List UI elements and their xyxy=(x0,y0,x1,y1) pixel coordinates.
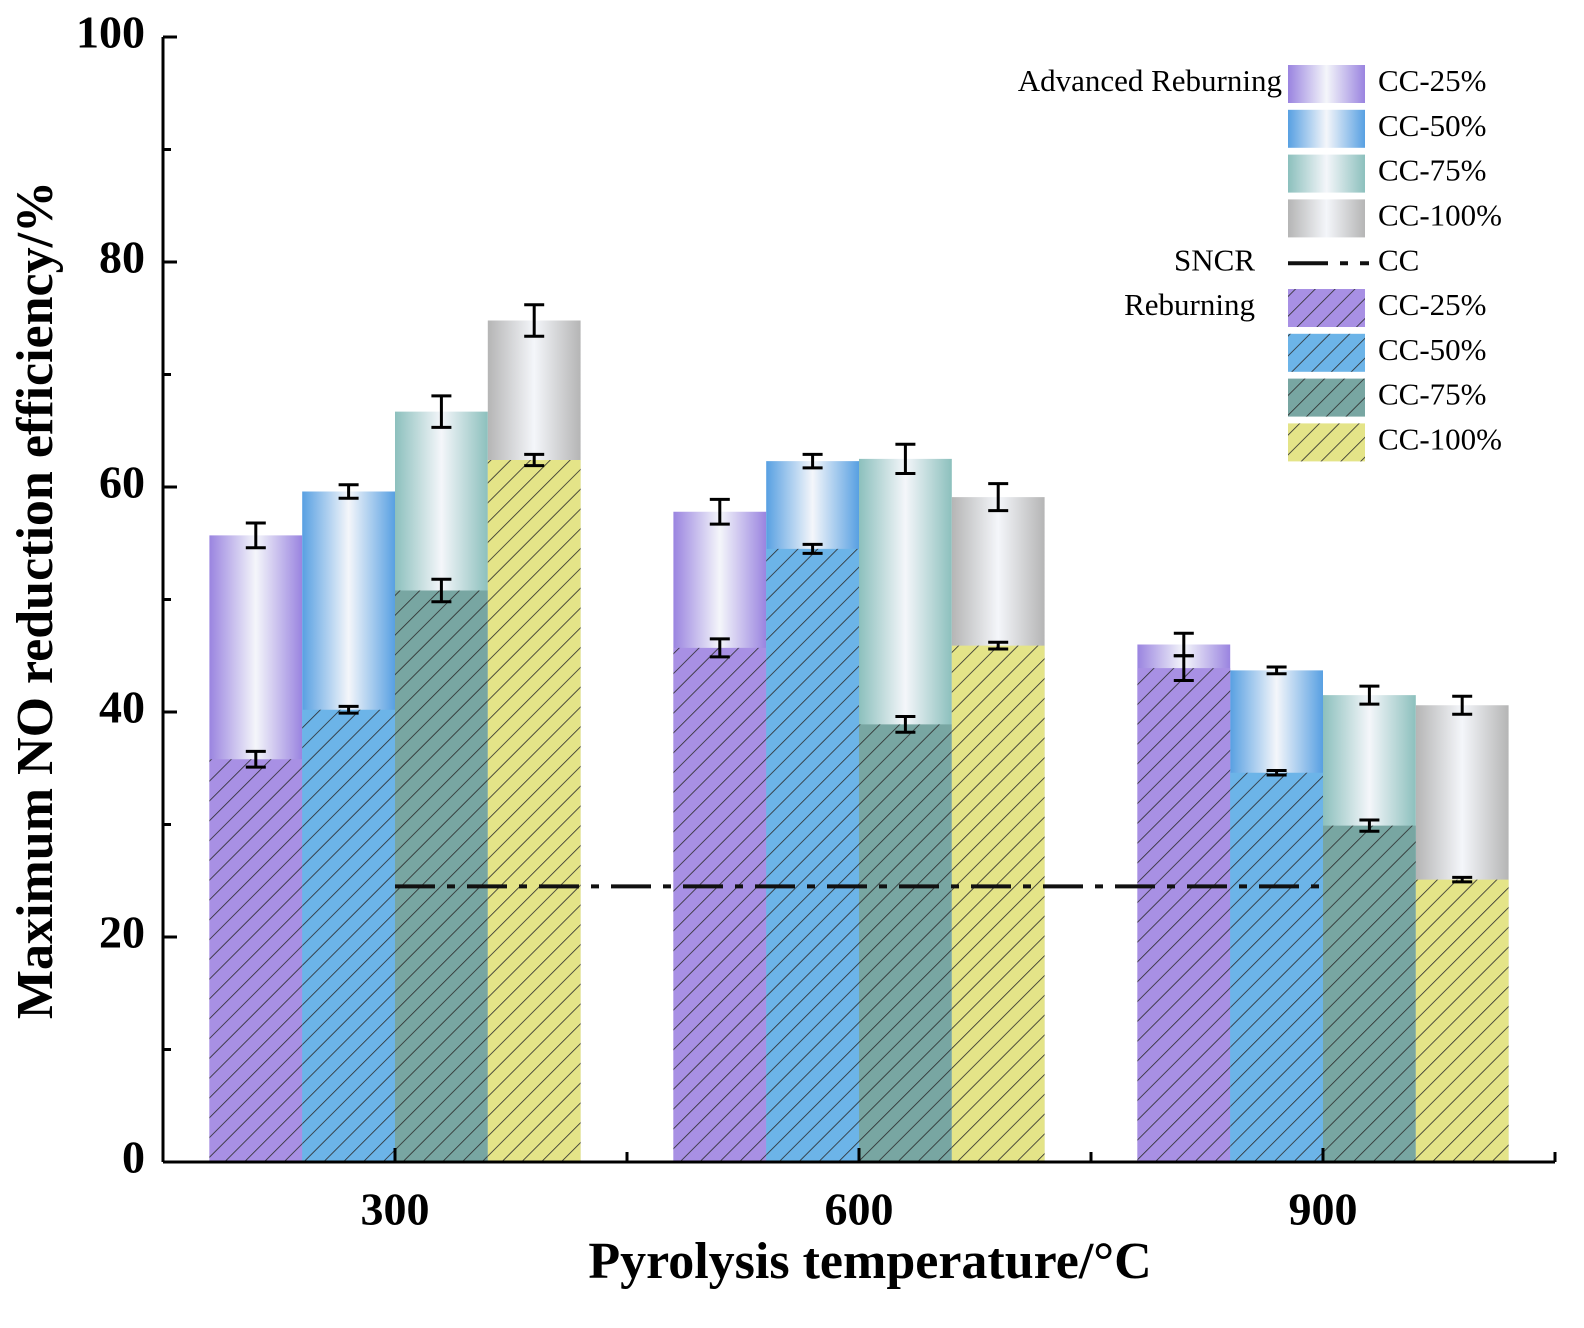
legend-swatch xyxy=(1288,199,1365,238)
legend-group-label: SNCR xyxy=(1174,242,1255,277)
error-bar xyxy=(895,442,916,475)
error-bar xyxy=(1266,769,1287,777)
error-bar xyxy=(709,497,730,526)
x-tick-label: 300 xyxy=(361,1184,430,1235)
error-bar xyxy=(524,452,545,468)
error-bar xyxy=(245,521,266,550)
y-tick-label: 80 xyxy=(99,232,145,283)
hatched-bar xyxy=(951,645,1045,1162)
error-bar xyxy=(1359,684,1380,706)
legend-label: CC-100% xyxy=(1378,422,1502,457)
legend-label: CC-100% xyxy=(1378,198,1502,233)
error-bar xyxy=(1173,654,1194,682)
x-tick-label: 900 xyxy=(1289,1184,1358,1235)
x-axis-title: Pyrolysis temperature/°C xyxy=(588,1233,1151,1290)
legend-swatch xyxy=(1288,65,1365,103)
error-bar xyxy=(895,715,916,734)
y-tick-label: 60 xyxy=(99,457,145,508)
error-bar xyxy=(1266,665,1287,676)
hatched-bar xyxy=(859,724,952,1162)
legend-label: CC-50% xyxy=(1378,108,1487,143)
error-bar xyxy=(802,452,823,470)
legend-group-label: Advanced Reburning xyxy=(1018,63,1282,98)
error-bar xyxy=(709,637,730,659)
hatched-bar xyxy=(487,460,581,1162)
hatched-bar xyxy=(302,709,395,1162)
error-bar xyxy=(988,640,1009,651)
error-bar xyxy=(245,749,266,769)
hatched-bar xyxy=(395,590,488,1162)
y-tick-label: 40 xyxy=(99,682,145,733)
hatched-bar xyxy=(209,759,303,1162)
legend-label: CC xyxy=(1378,242,1419,277)
legend-swatch xyxy=(1288,154,1365,193)
legend-label: CC-75% xyxy=(1378,377,1487,412)
y-tick-label: 20 xyxy=(99,907,145,958)
hatched-bar xyxy=(1137,668,1231,1162)
y-axis-title: Maximum NO reduction efficiency/% xyxy=(7,181,64,1019)
y-tick-label: 100 xyxy=(76,7,145,58)
legend-label: CC-75% xyxy=(1378,153,1487,188)
hatched-bar xyxy=(673,647,767,1162)
legend-label: CC-25% xyxy=(1378,63,1487,98)
hatched-bar xyxy=(1230,772,1323,1162)
hatched-bar xyxy=(1415,879,1509,1162)
error-bar xyxy=(338,483,359,500)
legend-group-label: Reburning xyxy=(1124,287,1255,322)
legend-swatch xyxy=(1288,109,1365,148)
error-bar xyxy=(1359,818,1380,833)
error-bar xyxy=(802,542,823,555)
error-bar xyxy=(431,394,452,429)
x-tick-label: 600 xyxy=(825,1184,894,1235)
legend-label: CC-50% xyxy=(1378,332,1487,367)
error-bar xyxy=(524,303,545,338)
error-bar xyxy=(988,482,1009,513)
error-bar xyxy=(1452,875,1473,884)
hatched-bar xyxy=(766,548,859,1162)
error-bar xyxy=(431,577,452,604)
hatched-bar xyxy=(1323,825,1416,1162)
y-tick-label: 0 xyxy=(122,1132,145,1183)
error-bar xyxy=(1452,694,1473,716)
error-bar xyxy=(338,704,359,715)
legend-label: CC-25% xyxy=(1378,287,1487,322)
